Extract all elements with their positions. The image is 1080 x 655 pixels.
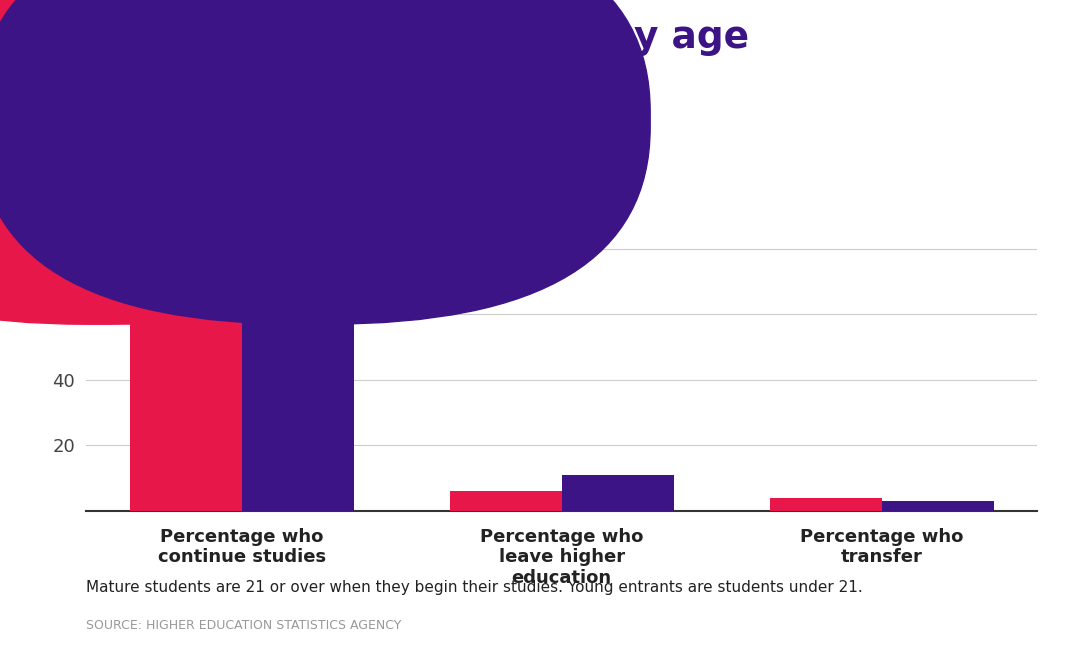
Bar xyxy=(130,226,242,511)
Bar xyxy=(562,475,674,511)
Text: Mature students are 21 or over when they begin their studies. Young entrants are: Mature students are 21 or over when they… xyxy=(86,580,863,595)
Text: SOURCE: HIGHER EDUCATION STATISTICS AGENCY: SOURCE: HIGHER EDUCATION STATISTICS AGEN… xyxy=(86,619,402,632)
Text: First year dropout rates by age: First year dropout rates by age xyxy=(86,20,750,56)
Bar xyxy=(449,491,562,511)
Text: Mature students: Mature students xyxy=(329,109,476,127)
Bar xyxy=(242,239,353,511)
Bar xyxy=(770,498,881,511)
Text: Young entrants: Young entrants xyxy=(113,109,248,127)
Bar xyxy=(881,501,994,511)
